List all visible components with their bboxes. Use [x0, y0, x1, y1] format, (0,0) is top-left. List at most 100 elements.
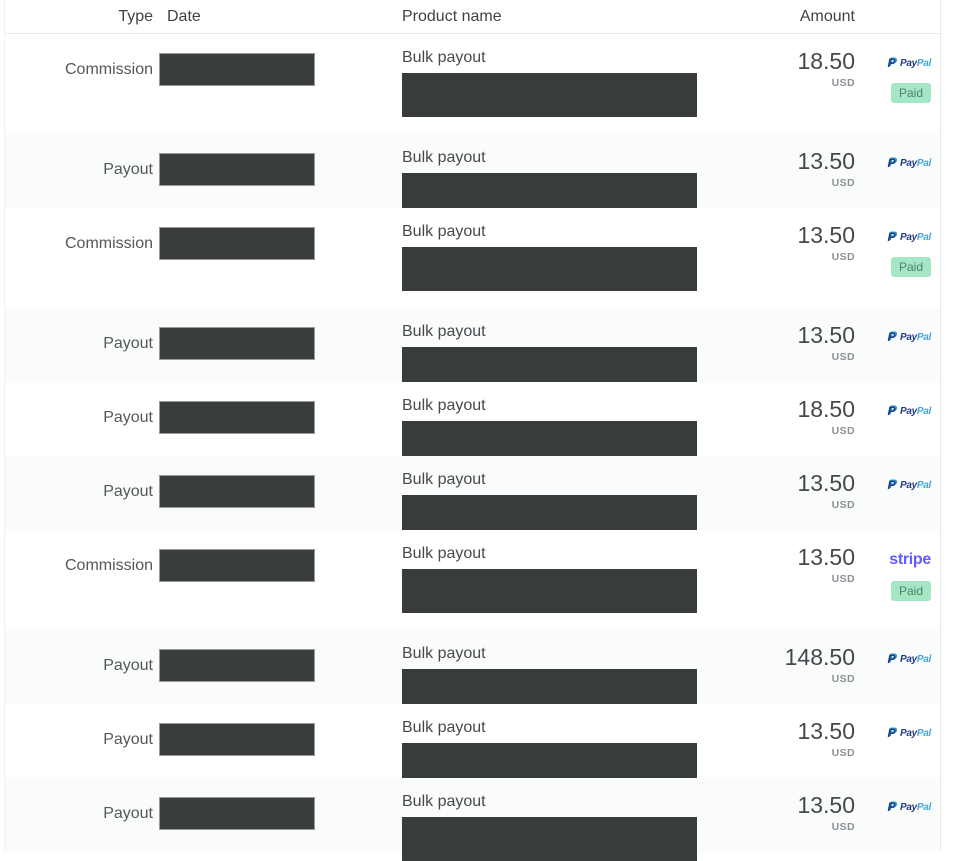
paypal-logo-pay: Pay	[899, 728, 917, 739]
type-label: Payout	[103, 483, 153, 500]
paid-badge: Paid	[890, 581, 931, 601]
header-date: Date	[167, 8, 201, 25]
type-label: Payout	[103, 805, 153, 822]
paypal-logo-pay: Pay	[899, 654, 917, 665]
product-cell: Bulk payout	[402, 46, 697, 117]
table-header: Type Date Product name Amount	[5, 0, 940, 34]
redacted-date-box	[159, 327, 315, 360]
amount-value: 148.50	[784, 644, 855, 670]
redacted-product-box	[402, 247, 697, 291]
gateway-cell: stripe Paid	[811, 552, 931, 601]
amount-cell: 148.50 USD	[635, 644, 855, 686]
paypal-logo-pal: Pal	[916, 58, 931, 69]
redacted-date-box	[159, 227, 315, 260]
product-name: Bulk payout	[402, 793, 486, 810]
type-label: Payout	[103, 657, 153, 674]
amount-cell: 13.50 USD	[635, 222, 855, 264]
paypal-p-icon: P	[887, 404, 897, 419]
redacted-date-box	[159, 53, 315, 86]
type-label: Commission	[64, 61, 153, 78]
type-label: Payout	[103, 161, 153, 178]
header-product: Product name	[402, 8, 502, 25]
redacted-product-box	[402, 569, 697, 613]
paypal-logo-pal: Pal	[916, 654, 931, 665]
amount-value: 18.50	[797, 396, 855, 422]
amount-cell: 13.50 USD	[635, 718, 855, 760]
table-row: Commission Bulk payout 13.50 USD stripe …	[5, 530, 940, 630]
redacted-date-box	[159, 475, 315, 508]
paypal-logo-pal: Pal	[916, 406, 931, 417]
amount-cell: 13.50 USD	[635, 148, 855, 190]
amount-value: 13.50	[797, 322, 855, 348]
amount-value: 13.50	[797, 792, 855, 818]
amount-value: 13.50	[797, 470, 855, 496]
product-name: Bulk payout	[402, 149, 486, 166]
amount-cell: 18.50 USD	[635, 396, 855, 438]
table-body: Commission Bulk payout 18.50 USD PPayPal…	[5, 34, 940, 861]
header-amount: Amount	[799, 8, 855, 25]
product-name: Bulk payout	[402, 49, 486, 66]
paid-badge: Paid	[890, 257, 931, 277]
paypal-logo-pay: Pay	[899, 406, 917, 417]
paypal-p-icon: P	[887, 56, 897, 71]
redacted-date-box	[159, 153, 315, 186]
paypal-logo-pal: Pal	[916, 158, 931, 169]
product-cell: Bulk payout	[402, 542, 697, 613]
paypal-p-icon: P	[887, 156, 897, 171]
redacted-date-box	[159, 797, 315, 830]
redacted-date-box	[159, 649, 315, 682]
amount-value: 13.50	[797, 222, 855, 248]
paypal-p-icon: P	[887, 478, 897, 493]
product-name: Bulk payout	[402, 471, 486, 488]
amount-value: 13.50	[797, 148, 855, 174]
type-label: Commission	[64, 557, 153, 574]
amount-value: 18.50	[797, 48, 855, 74]
currency-label: USD	[831, 499, 855, 511]
redacted-product-box	[402, 73, 697, 117]
stripe-logo: stripe	[889, 551, 931, 568]
amount-cell: 18.50 USD	[635, 48, 855, 90]
product-name: Bulk payout	[402, 323, 486, 340]
product-cell: Bulk payout	[402, 220, 697, 291]
product-name: Bulk payout	[402, 397, 486, 414]
paypal-logo-pay: Pay	[899, 58, 917, 69]
currency-label: USD	[831, 821, 855, 833]
table-row: Commission Bulk payout 13.50 USD PPayPal…	[5, 208, 940, 308]
paypal-logo-pal: Pal	[916, 232, 931, 243]
product-name: Bulk payout	[402, 719, 486, 736]
currency-label: USD	[831, 425, 855, 437]
paypal-logo-pay: Pay	[899, 802, 917, 813]
type-label: Payout	[103, 409, 153, 426]
type-label: Commission	[64, 235, 153, 252]
header-type: Type	[118, 8, 153, 25]
paypal-logo-pay: Pay	[899, 480, 917, 491]
redacted-date-box	[159, 723, 315, 756]
paypal-p-icon: P	[887, 230, 897, 245]
amount-value: 13.50	[797, 718, 855, 744]
currency-label: USD	[831, 177, 855, 189]
paypal-p-icon: P	[887, 726, 897, 741]
currency-label: USD	[831, 673, 855, 685]
amount-cell: 13.50 USD	[635, 546, 855, 586]
amount-cell: 13.50 USD	[635, 322, 855, 364]
type-label: Payout	[103, 335, 153, 352]
paypal-logo-pay: Pay	[899, 232, 917, 243]
table-row: Commission Bulk payout 18.50 USD PPayPal…	[5, 34, 940, 134]
paypal-p-icon: P	[887, 652, 897, 667]
